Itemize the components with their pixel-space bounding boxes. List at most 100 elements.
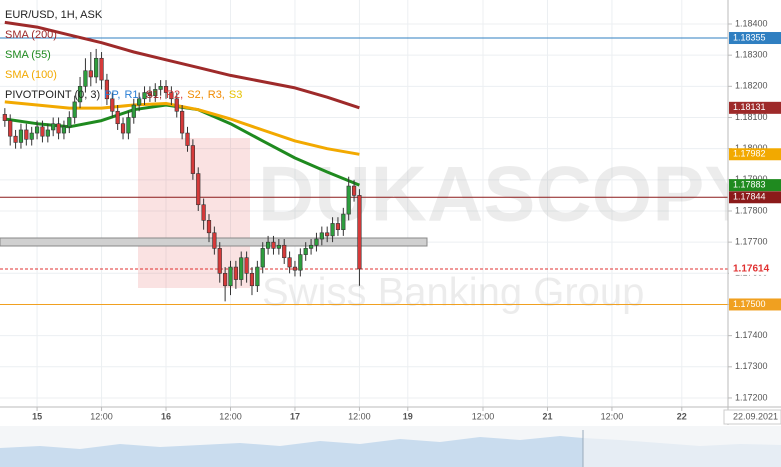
level-label: 1.17844 — [733, 192, 766, 202]
cursor-date-box — [723, 409, 781, 425]
x-tick-label: 16 — [161, 411, 171, 421]
candle-body — [287, 257, 292, 268]
level-box — [729, 298, 781, 311]
x-tick-label: 12:00 — [90, 411, 113, 421]
candle-body — [174, 98, 179, 112]
level-label: 1.17614 — [733, 264, 770, 275]
candle-body — [206, 220, 212, 234]
y-tick-label: 1.18100 — [735, 112, 768, 122]
sma-value-label: 1.17982 — [733, 149, 766, 159]
pivot-level: R3, — [208, 89, 225, 101]
candle-body — [180, 110, 185, 134]
candle-body — [335, 223, 341, 230]
candle-body — [24, 129, 29, 140]
candle-body — [292, 266, 298, 271]
x-tick-label: 15 — [32, 411, 42, 421]
sma-value-box — [729, 148, 781, 161]
candle-body — [260, 248, 265, 268]
pivot-name: PIVOTPOINT (0, 3) — [5, 89, 100, 101]
candle-body — [13, 135, 18, 143]
candle-body — [319, 232, 324, 240]
candle-body — [357, 195, 362, 270]
candle-body — [185, 132, 190, 146]
x-tick-label: 19 — [403, 411, 413, 421]
y-tick-label: 1.17200 — [735, 392, 768, 402]
candle-body — [131, 104, 136, 118]
candle-body — [244, 257, 249, 274]
level-label: 1.18355 — [733, 32, 766, 42]
plot-area — [0, 0, 728, 407]
y-tick-label: 1.18000 — [735, 143, 768, 153]
watermark-subtext: Swiss Banking Group — [262, 271, 644, 315]
y-tick-label: 1.17800 — [735, 205, 768, 215]
pivot-level: S2, — [187, 89, 204, 101]
candles — [2, 48, 362, 302]
candle-body — [18, 129, 24, 143]
watermark: DUKASCOPY Swiss Banking Group — [138, 138, 756, 315]
candle-body — [40, 126, 45, 137]
candle-body — [51, 123, 56, 131]
candle-body — [351, 185, 357, 196]
candle-body — [158, 86, 163, 90]
legend-entry: SMA (55) — [5, 49, 51, 61]
candle-body — [255, 266, 260, 287]
legend-entry: SMA (100) — [5, 69, 57, 81]
candle-body — [233, 266, 238, 280]
candle-body — [249, 273, 255, 287]
y-tick-label: 1.17300 — [735, 361, 768, 371]
candle-body — [341, 213, 346, 230]
candle-body — [99, 57, 104, 81]
navigator — [0, 426, 781, 467]
candle-body — [190, 145, 195, 174]
pivot-level: R2, — [166, 89, 183, 101]
candle-body — [223, 273, 228, 287]
candle-body — [83, 70, 88, 87]
candle-body — [228, 266, 233, 287]
x-tick-label: 17 — [290, 411, 300, 421]
legend: EUR/USD, 1H, ASK SMA (200) SMA (55) SMA (10… — [5, 9, 242, 101]
candle-body — [212, 232, 217, 249]
x-tick-label: 22 — [677, 411, 687, 421]
candle-body — [308, 244, 314, 249]
candle-body — [104, 79, 110, 100]
pivot-level: PP, — [104, 89, 120, 101]
candle-body — [303, 248, 308, 255]
pivot-level: R1, — [124, 89, 141, 101]
level-box — [729, 191, 781, 204]
candle-body — [77, 86, 83, 103]
sma-value-box — [729, 101, 781, 114]
y-tick-label: 1.18400 — [735, 18, 768, 28]
candle-body — [45, 129, 50, 137]
sma-line — [4, 20, 360, 110]
cursor-date: 22.09.2021 — [733, 411, 778, 421]
candle-body — [94, 57, 99, 78]
candle-body — [298, 254, 303, 271]
price-axis — [728, 0, 781, 425]
level-box — [729, 32, 781, 45]
candle-body — [29, 132, 34, 140]
candle-body — [169, 92, 174, 100]
candle-body — [34, 126, 40, 134]
candle-body — [56, 123, 61, 134]
candle-body — [265, 241, 271, 249]
pivot-level: S3 — [229, 89, 242, 101]
x-tick-label: 21 — [542, 411, 552, 421]
sma-value-box — [729, 179, 781, 192]
candle-body — [72, 101, 77, 118]
candle-body — [137, 98, 142, 106]
y-tick-label: 1.18200 — [735, 81, 768, 91]
candle-body — [217, 248, 222, 274]
level-box — [729, 262, 781, 275]
sma-value-label: 1.18131 — [733, 102, 766, 112]
candle-body — [346, 185, 351, 215]
candle-body — [147, 92, 152, 96]
chart-title: EUR/USD, 1H, ASK — [5, 9, 103, 21]
y-tick-label: 1.17400 — [735, 330, 768, 340]
candle-body — [61, 126, 67, 134]
levels — [0, 37, 728, 305]
candle-body — [276, 244, 281, 249]
level-label: 1.17500 — [733, 299, 766, 309]
x-tick-label: 12:00 — [601, 411, 624, 421]
candle-body — [153, 89, 158, 96]
